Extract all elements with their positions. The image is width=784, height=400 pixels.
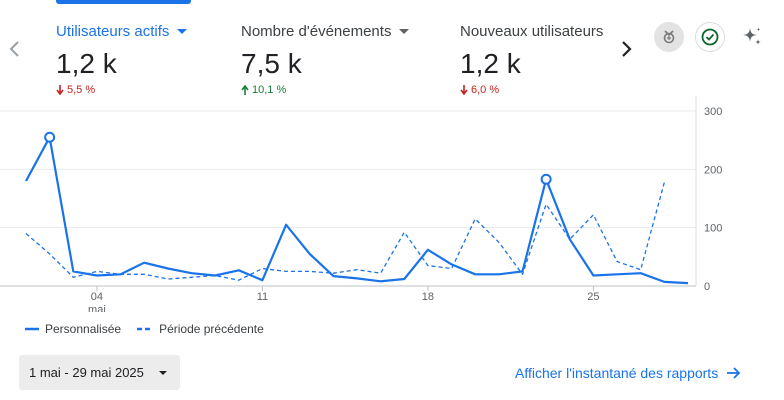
metric-delta: 6,0 % [460, 84, 603, 96]
legend-item-personnalisee: Personnalisée [25, 322, 121, 336]
caret-down-icon [399, 28, 410, 34]
metric-value: 1,2 k [56, 48, 117, 79]
highlight-point[interactable] [540, 173, 552, 185]
metric-delta-label: 5,5 % [67, 84, 96, 96]
metric-value: 7,5 k [241, 48, 302, 79]
metric-delta-label: 10,1 % [252, 84, 287, 96]
metric-title: Nouveaux utilisateurs [460, 18, 603, 44]
y-tick-label: 200 [704, 164, 722, 176]
view-reports-snapshot-link[interactable]: Afficher l'instantané des rapports [515, 365, 742, 381]
x-tick-label: 25 [587, 291, 599, 303]
insights-icon [663, 30, 675, 44]
chevron-left-icon [9, 41, 19, 57]
active-tab-indicator [56, 0, 191, 4]
metric-active-users[interactable]: Utilisateurs actifs 1,2 k 5,5 % [56, 18, 188, 96]
verified-button[interactable] [695, 22, 725, 52]
check-circle-icon [701, 28, 719, 46]
highlight-point[interactable] [44, 131, 56, 143]
insights-button[interactable] [654, 22, 684, 52]
y-tick-label: 300 [704, 106, 722, 118]
chevron-right-icon [622, 41, 632, 57]
metric-title[interactable]: Nombre d'événements [241, 18, 410, 44]
caret-down-icon [159, 371, 167, 375]
caret-down-icon [177, 28, 188, 34]
chart-legend: Personnalisée Période précédente [25, 322, 280, 336]
sparkle-icon [743, 27, 761, 45]
previous-metrics-button[interactable] [6, 38, 24, 60]
legend-item-periode-precedente: Période précédente [137, 322, 264, 336]
y-tick-label: 100 [704, 223, 722, 235]
y-tick-label: 0 [704, 281, 710, 293]
snapshot-link-label: Afficher l'instantané des rapports [515, 365, 719, 381]
arrow-down-icon [460, 85, 468, 95]
series-line-personnalisee [25, 136, 689, 285]
metric-value: 1,2 k [460, 48, 521, 79]
metric-title-label: Utilisateurs actifs [56, 22, 170, 40]
x-tick-label: 04 [91, 291, 103, 303]
dashed-line-swatch-icon [137, 327, 154, 331]
legend-label: Période précédente [159, 322, 264, 336]
x-tick-sublabel: mai [88, 304, 106, 312]
date-range-selector[interactable]: 1 mai - 29 mai 2025 [19, 355, 180, 390]
legend-label: Personnalisée [45, 322, 122, 336]
metric-event-count[interactable]: Nombre d'événements 7,5 k 10,1 % [241, 18, 410, 96]
next-metrics-button[interactable] [617, 38, 635, 60]
metric-title-label: Nombre d'événements [241, 22, 392, 40]
metric-title-label: Nouveaux utilisateurs [460, 22, 604, 40]
arrow-right-icon [727, 367, 741, 379]
series-line-periode-precedente [25, 182, 666, 281]
arrow-up-icon [241, 85, 249, 95]
x-tick-label: 11 [257, 291, 268, 303]
ai-insights-button[interactable] [737, 22, 767, 52]
arrow-down-icon [56, 85, 64, 95]
metric-delta: 5,5 % [56, 84, 187, 96]
metric-title[interactable]: Utilisateurs actifs [56, 18, 188, 44]
date-range-label: 1 mai - 29 mai 2025 [29, 365, 144, 380]
metric-delta: 10,1 % [241, 84, 409, 96]
metric-new-users[interactable]: Nouveaux utilisateurs 1,2 k 6,0 % [460, 18, 603, 97]
metric-delta-label: 6,0 % [471, 84, 500, 96]
solid-line-swatch-icon [25, 327, 39, 331]
x-tick-label: 18 [422, 291, 434, 303]
